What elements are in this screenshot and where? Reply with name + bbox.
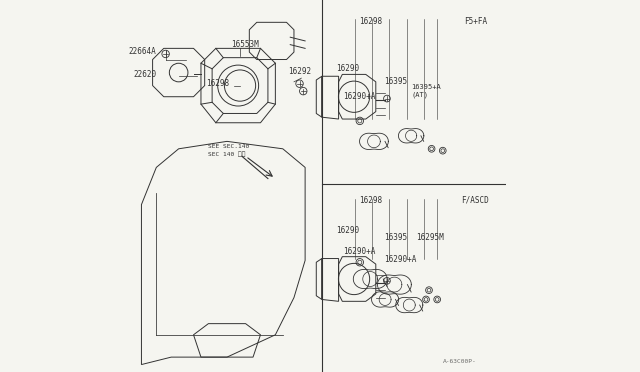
Text: 16298: 16298: [358, 17, 382, 26]
Text: 16290: 16290: [336, 225, 359, 234]
Text: 16290+A: 16290+A: [344, 92, 376, 100]
Text: 16292: 16292: [289, 67, 312, 76]
Text: 16395: 16395: [384, 77, 407, 86]
Text: 16553M: 16553M: [231, 39, 259, 48]
Text: 16395+A
(AT): 16395+A (AT): [411, 84, 441, 98]
Text: 16290+A: 16290+A: [384, 255, 417, 264]
Text: 16290+A: 16290+A: [344, 247, 376, 256]
Text: SEE SEC.140
SEC 140 参照: SEE SEC.140 SEC 140 参照: [209, 144, 250, 157]
Text: 16290: 16290: [336, 64, 359, 73]
Text: F/ASCD: F/ASCD: [461, 196, 490, 205]
Text: 16395: 16395: [384, 233, 407, 242]
Text: 22664A: 22664A: [129, 47, 156, 56]
Text: 22620: 22620: [133, 70, 156, 79]
Text: 16298: 16298: [205, 79, 229, 88]
Text: A-63C00P-: A-63C00P-: [443, 359, 477, 364]
Text: 16295M: 16295M: [416, 233, 444, 242]
Text: 16298: 16298: [358, 196, 382, 205]
Text: F5+FA: F5+FA: [464, 17, 487, 26]
